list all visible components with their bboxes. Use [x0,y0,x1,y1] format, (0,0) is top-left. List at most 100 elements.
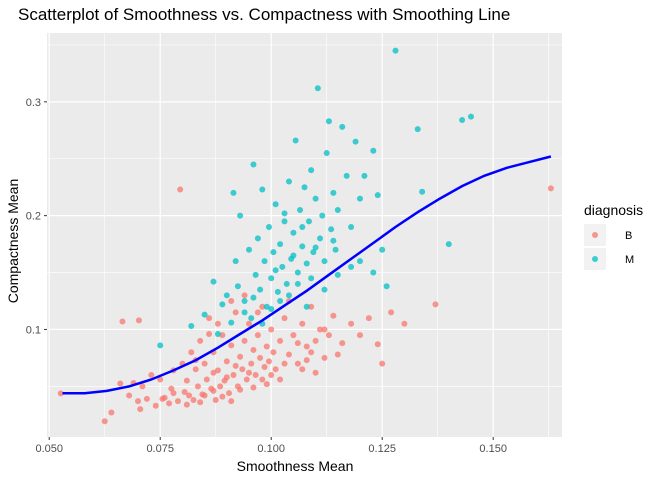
scatter-point-m [270,249,277,256]
scatter-point-b [183,401,190,408]
scatter-point-m [317,235,324,242]
scatter-point-b [257,354,264,361]
scatter-point-b [246,369,253,376]
scatter-point-m [305,218,312,225]
scatter-point-b [330,312,337,319]
scatter-point-b [243,376,250,383]
scatter-point-m [157,342,164,349]
scatter-point-b [206,315,213,322]
plot-panel [47,33,562,437]
scatter-point-b [157,376,164,383]
scatter-point-b [272,366,279,373]
scatter-point-b [188,349,195,356]
scatter-point-m [272,201,279,208]
scatter-point-b [194,383,201,390]
scatter-point-b [339,340,346,347]
scatter-point-b [226,390,233,397]
scatter-point-m [348,224,355,231]
scatter-point-m [467,113,474,120]
scatter-point-b [254,332,261,339]
scatter-point-m [277,241,284,248]
scatter-point-b [241,292,248,299]
x-tick-label: 0.150 [479,443,507,455]
scatter-point-b [356,332,363,339]
scatter-point-b [237,386,244,393]
scatter-point-m [319,212,326,219]
scatter-point-m [259,186,266,193]
scatter-point-b [261,364,268,371]
scatter-point-m [325,118,332,125]
scatter-point-m [248,315,255,322]
scatter-point-m [257,286,264,293]
y-tick-label: 0.3 [26,97,41,109]
scatter-point-b [101,418,108,425]
scatter-point-b [177,186,184,193]
y-tick-label: 0.2 [26,211,41,223]
data-points [57,47,554,425]
scatter-point-m [303,260,310,267]
scatter-point-b [166,400,173,407]
scatter-point-m [352,138,359,145]
scatter-point-m [219,301,226,308]
scatter-point-m [343,172,350,179]
scatter-point-b [268,326,275,333]
scatter-point-m [237,212,244,219]
scatter-point-m [272,267,279,274]
legend-label-b: B [625,230,632,242]
scatter-point-b [294,360,301,367]
scatter-point-b [374,341,381,348]
scatter-point-b [228,398,235,405]
scatter-point-m [250,294,257,301]
scatter-point-m [246,246,253,253]
scatter-point-b [299,366,306,373]
scatter-point-b [250,346,257,353]
scatter-point-m [285,178,292,185]
scatter-point-b [217,383,224,390]
scatter-point-m [314,85,321,92]
scatter-point-b [139,383,146,390]
scatter-point-m [370,269,377,276]
scatter-point-m [445,241,452,248]
scatter-point-b [152,402,159,409]
legend: diagnosis BM [584,202,643,270]
scatter-point-m [292,137,299,144]
scatter-point-b [241,337,248,344]
scatter-point-b [348,320,355,327]
scatter-point-m [268,275,275,282]
scatter-point-b [117,380,124,387]
scatter-point-b [228,298,235,305]
scatter-point-b [285,351,292,358]
scatter-point-b [228,342,235,349]
scatter-point-b [321,354,328,361]
scatter-point-m [299,224,306,231]
scatter-point-b [263,343,270,350]
scatter-point-m [392,47,399,54]
scatter-point-b [239,366,246,373]
scatter-point-m [323,150,330,157]
scatter-point-m [332,246,339,253]
scatter-point-m [330,189,337,196]
scatter-point-m [232,258,239,265]
legend-title: diagnosis [584,202,643,218]
scatter-point-b [148,371,155,378]
scatter-point-b [246,320,253,327]
scatter-point-b [210,387,217,394]
scatter-point-m [294,280,301,287]
scatter-point-b [230,371,237,378]
scatter-point-b [312,337,319,344]
scatter-point-b [270,349,277,356]
scatter-point-m [250,161,257,168]
scatter-point-m [241,298,248,305]
scatter-point-b [388,309,395,316]
scatter-point-b [161,394,168,401]
scatter-point-m [281,210,288,217]
scatter-point-m [308,167,315,174]
scatter-point-m [334,206,341,213]
scatter-point-b [186,392,193,399]
scatter-point-m [321,286,328,293]
scatter-point-b [174,398,181,405]
y-tick-label: 0.1 [26,324,41,336]
y-axis-label: Compactness Mean [5,179,21,304]
scatter-point-b [263,381,270,388]
